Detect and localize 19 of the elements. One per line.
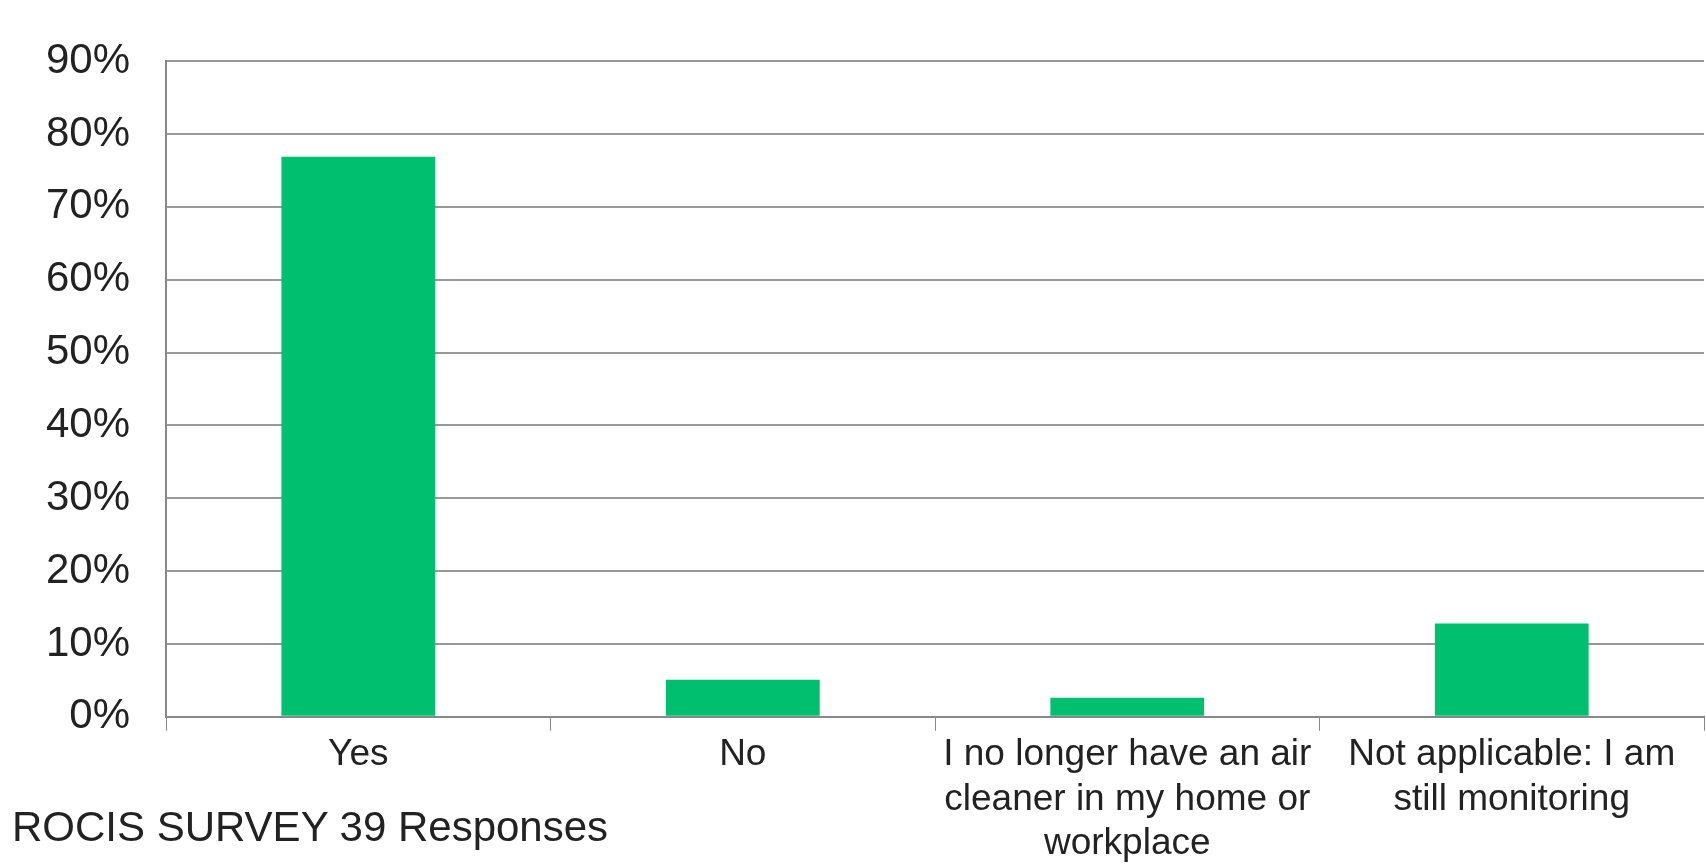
x-tick-label: Yes bbox=[328, 732, 389, 774]
bar bbox=[1050, 697, 1205, 716]
y-tick-label: 0% bbox=[69, 690, 131, 738]
y-tick-label: 20% bbox=[46, 544, 131, 592]
y-tick-label: 60% bbox=[46, 253, 131, 301]
x-tick-label: Not applicable: I am still monitoring bbox=[1348, 732, 1676, 818]
y-tick-label: 70% bbox=[46, 180, 131, 228]
y-tick-label: 30% bbox=[46, 471, 131, 519]
bar bbox=[665, 679, 820, 716]
bar bbox=[1434, 623, 1589, 716]
x-tick-label: I no longer have an air cleaner in my home or workplace bbox=[943, 732, 1312, 862]
text: ROCIS SURVEY 39 Responses bbox=[12, 803, 609, 850]
y-tick-label: 40% bbox=[46, 399, 131, 446]
y-tick-label: 80% bbox=[46, 107, 131, 155]
y-tick-label: 50% bbox=[46, 326, 131, 374]
y-tick-label: 10% bbox=[46, 617, 131, 665]
y-tick-label: 90% bbox=[46, 34, 131, 82]
bar bbox=[281, 156, 436, 716]
x-tick-label: No bbox=[719, 732, 767, 774]
